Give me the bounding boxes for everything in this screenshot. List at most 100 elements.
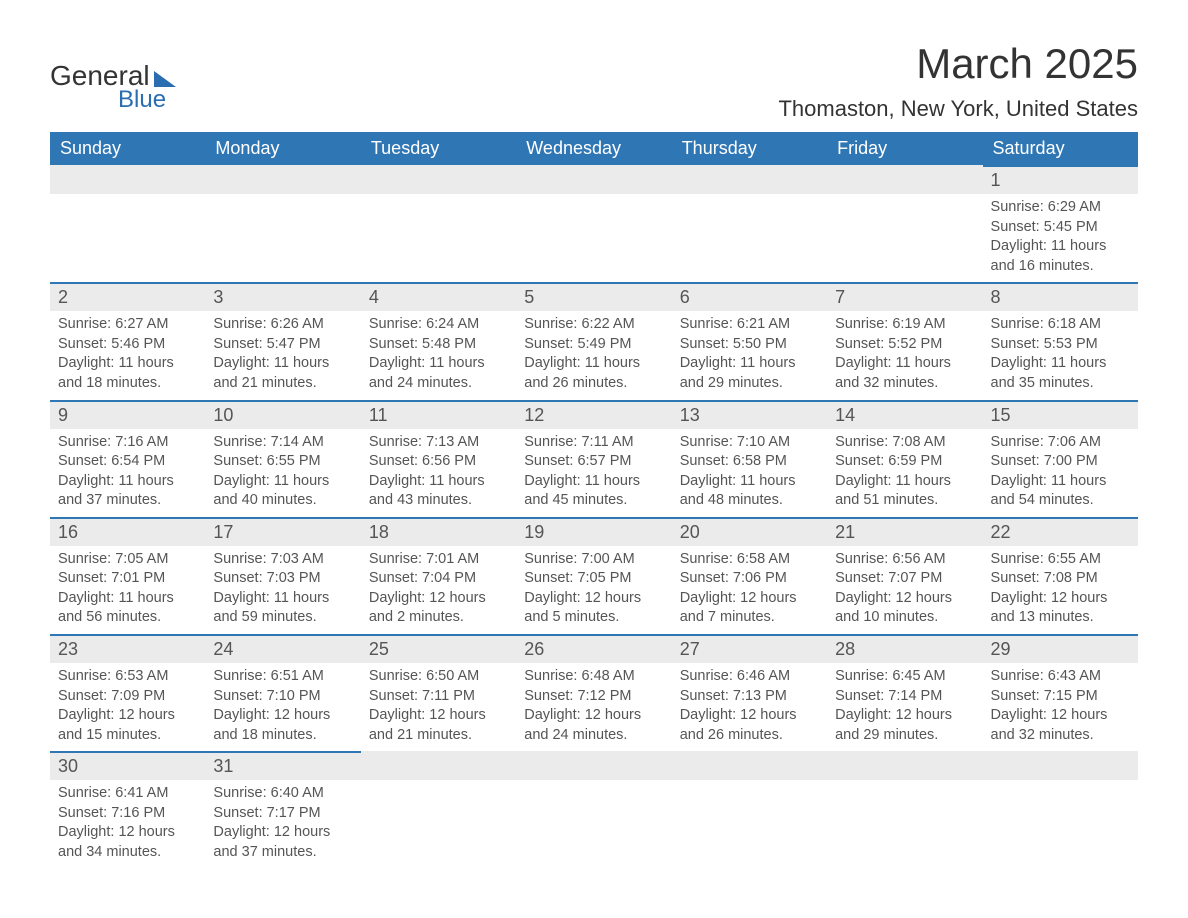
day-info: Sunrise: 7:16 AMSunset: 6:54 PMDaylight:… xyxy=(50,429,205,517)
day-info: Sunrise: 6:21 AMSunset: 5:50 PMDaylight:… xyxy=(672,311,827,399)
sunset-line: Sunset: 6:57 PM xyxy=(524,452,663,472)
calendar-day-cell xyxy=(361,751,516,868)
calendar-day-cell: 16Sunrise: 7:05 AMSunset: 7:01 PMDayligh… xyxy=(50,517,205,634)
day-number: 13 xyxy=(672,400,827,429)
sunrise-line: Sunrise: 6:50 AM xyxy=(369,667,508,687)
calendar-day-cell: 23Sunrise: 6:53 AMSunset: 7:09 PMDayligh… xyxy=(50,634,205,751)
day-info: Sunrise: 6:56 AMSunset: 7:07 PMDaylight:… xyxy=(827,546,982,634)
daylight-line: Daylight: 12 hours and 18 minutes. xyxy=(213,706,352,745)
sunset-line: Sunset: 7:12 PM xyxy=(524,687,663,707)
day-number: 29 xyxy=(983,634,1138,663)
sunrise-line: Sunrise: 6:26 AM xyxy=(213,315,352,335)
day-info: Sunrise: 6:26 AMSunset: 5:47 PMDaylight:… xyxy=(205,311,360,399)
daylight-line: Daylight: 12 hours and 15 minutes. xyxy=(58,706,197,745)
sunset-line: Sunset: 5:46 PM xyxy=(58,335,197,355)
calendar-day-cell: 9Sunrise: 7:16 AMSunset: 6:54 PMDaylight… xyxy=(50,400,205,517)
day-number: 15 xyxy=(983,400,1138,429)
sunrise-line: Sunrise: 7:06 AM xyxy=(991,433,1130,453)
calendar-table: SundayMondayTuesdayWednesdayThursdayFrid… xyxy=(50,132,1138,869)
day-info: Sunrise: 6:40 AMSunset: 7:17 PMDaylight:… xyxy=(205,780,360,868)
calendar-day-cell: 11Sunrise: 7:13 AMSunset: 6:56 PMDayligh… xyxy=(361,400,516,517)
day-number: 9 xyxy=(50,400,205,429)
day-number: 7 xyxy=(827,282,982,311)
sunrise-line: Sunrise: 7:03 AM xyxy=(213,550,352,570)
daylight-line: Daylight: 11 hours and 56 minutes. xyxy=(58,589,197,628)
day-number: 12 xyxy=(516,400,671,429)
daylight-line: Daylight: 12 hours and 13 minutes. xyxy=(991,589,1130,628)
day-number xyxy=(672,751,827,780)
day-number xyxy=(361,751,516,780)
day-info: Sunrise: 6:48 AMSunset: 7:12 PMDaylight:… xyxy=(516,663,671,751)
sunset-line: Sunset: 7:04 PM xyxy=(369,569,508,589)
day-number xyxy=(516,751,671,780)
calendar-week-row: 2Sunrise: 6:27 AMSunset: 5:46 PMDaylight… xyxy=(50,282,1138,399)
day-number: 26 xyxy=(516,634,671,663)
daylight-line: Daylight: 11 hours and 26 minutes. xyxy=(524,354,663,393)
daylight-line: Daylight: 11 hours and 59 minutes. xyxy=(213,589,352,628)
day-info: Sunrise: 6:43 AMSunset: 7:15 PMDaylight:… xyxy=(983,663,1138,751)
weekday-header: Sunday xyxy=(50,132,205,165)
day-number: 27 xyxy=(672,634,827,663)
day-info: Sunrise: 6:41 AMSunset: 7:16 PMDaylight:… xyxy=(50,780,205,868)
calendar-day-cell: 24Sunrise: 6:51 AMSunset: 7:10 PMDayligh… xyxy=(205,634,360,751)
sunset-line: Sunset: 7:13 PM xyxy=(680,687,819,707)
sunrise-line: Sunrise: 6:41 AM xyxy=(58,784,197,804)
sunrise-line: Sunrise: 7:14 AM xyxy=(213,433,352,453)
day-number xyxy=(827,751,982,780)
weekday-header: Saturday xyxy=(983,132,1138,165)
day-number xyxy=(983,751,1138,780)
day-number: 28 xyxy=(827,634,982,663)
sunrise-line: Sunrise: 6:43 AM xyxy=(991,667,1130,687)
sunrise-line: Sunrise: 7:01 AM xyxy=(369,550,508,570)
weekday-header: Thursday xyxy=(672,132,827,165)
day-info: Sunrise: 7:03 AMSunset: 7:03 PMDaylight:… xyxy=(205,546,360,634)
daylight-line: Daylight: 12 hours and 37 minutes. xyxy=(213,823,352,862)
calendar-day-cell xyxy=(516,751,671,868)
daylight-line: Daylight: 11 hours and 51 minutes. xyxy=(835,472,974,511)
day-number: 11 xyxy=(361,400,516,429)
day-info: Sunrise: 6:51 AMSunset: 7:10 PMDaylight:… xyxy=(205,663,360,751)
daylight-line: Daylight: 12 hours and 21 minutes. xyxy=(369,706,508,745)
weekday-header: Tuesday xyxy=(361,132,516,165)
day-info: Sunrise: 6:19 AMSunset: 5:52 PMDaylight:… xyxy=(827,311,982,399)
sunrise-line: Sunrise: 7:11 AM xyxy=(524,433,663,453)
day-number: 25 xyxy=(361,634,516,663)
sunset-line: Sunset: 5:47 PM xyxy=(213,335,352,355)
sunrise-line: Sunrise: 6:24 AM xyxy=(369,315,508,335)
daylight-line: Daylight: 12 hours and 34 minutes. xyxy=(58,823,197,862)
location-subtitle: Thomaston, New York, United States xyxy=(778,96,1138,122)
sunrise-line: Sunrise: 6:56 AM xyxy=(835,550,974,570)
sunset-line: Sunset: 7:08 PM xyxy=(991,569,1130,589)
day-info: Sunrise: 7:00 AMSunset: 7:05 PMDaylight:… xyxy=(516,546,671,634)
day-info: Sunrise: 6:27 AMSunset: 5:46 PMDaylight:… xyxy=(50,311,205,399)
month-title: March 2025 xyxy=(778,40,1138,88)
calendar-day-cell: 26Sunrise: 6:48 AMSunset: 7:12 PMDayligh… xyxy=(516,634,671,751)
day-info: Sunrise: 6:45 AMSunset: 7:14 PMDaylight:… xyxy=(827,663,982,751)
calendar-day-cell xyxy=(827,751,982,868)
sunset-line: Sunset: 7:16 PM xyxy=(58,804,197,824)
day-info: Sunrise: 7:11 AMSunset: 6:57 PMDaylight:… xyxy=(516,429,671,517)
calendar-day-cell: 4Sunrise: 6:24 AMSunset: 5:48 PMDaylight… xyxy=(361,282,516,399)
calendar-day-cell: 12Sunrise: 7:11 AMSunset: 6:57 PMDayligh… xyxy=(516,400,671,517)
sunrise-line: Sunrise: 6:29 AM xyxy=(991,198,1130,218)
calendar-day-cell: 21Sunrise: 6:56 AMSunset: 7:07 PMDayligh… xyxy=(827,517,982,634)
day-number: 23 xyxy=(50,634,205,663)
day-number: 22 xyxy=(983,517,1138,546)
daylight-line: Daylight: 12 hours and 32 minutes. xyxy=(991,706,1130,745)
day-info: Sunrise: 6:22 AMSunset: 5:49 PMDaylight:… xyxy=(516,311,671,399)
logo: General Blue xyxy=(50,60,176,114)
header: General Blue March 2025 Thomaston, New Y… xyxy=(50,40,1138,122)
sunset-line: Sunset: 7:00 PM xyxy=(991,452,1130,472)
calendar-day-cell: 31Sunrise: 6:40 AMSunset: 7:17 PMDayligh… xyxy=(205,751,360,868)
sunrise-line: Sunrise: 6:19 AM xyxy=(835,315,974,335)
sunset-line: Sunset: 6:55 PM xyxy=(213,452,352,472)
calendar-day-cell: 14Sunrise: 7:08 AMSunset: 6:59 PMDayligh… xyxy=(827,400,982,517)
calendar-day-cell: 13Sunrise: 7:10 AMSunset: 6:58 PMDayligh… xyxy=(672,400,827,517)
calendar-day-cell: 15Sunrise: 7:06 AMSunset: 7:00 PMDayligh… xyxy=(983,400,1138,517)
daylight-line: Daylight: 11 hours and 45 minutes. xyxy=(524,472,663,511)
daylight-line: Daylight: 12 hours and 7 minutes. xyxy=(680,589,819,628)
day-info: Sunrise: 6:46 AMSunset: 7:13 PMDaylight:… xyxy=(672,663,827,751)
calendar-day-cell: 1Sunrise: 6:29 AMSunset: 5:45 PMDaylight… xyxy=(983,165,1138,282)
sunset-line: Sunset: 5:53 PM xyxy=(991,335,1130,355)
calendar-day-cell xyxy=(361,165,516,282)
